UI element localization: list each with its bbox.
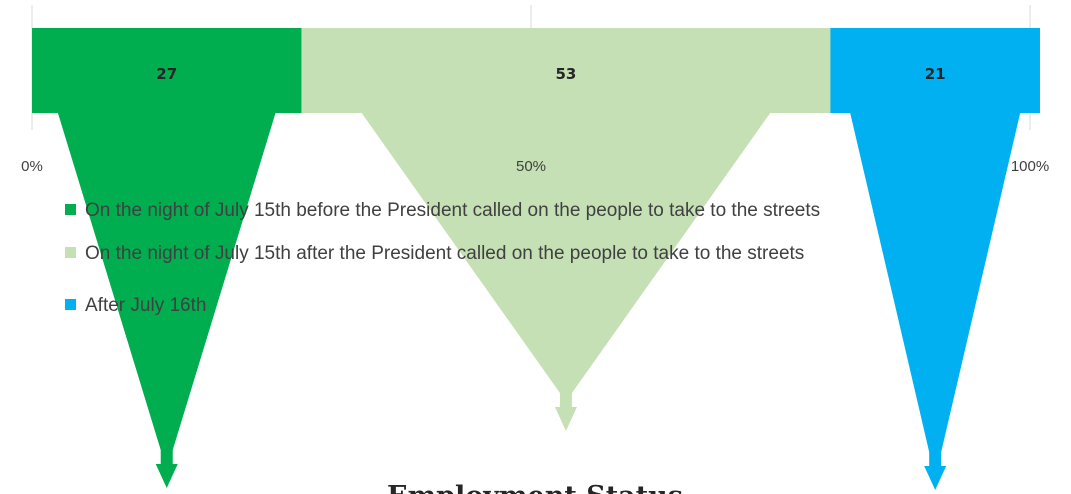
segment-arrow-1 bbox=[301, 28, 831, 431]
segment-arrow-2 bbox=[830, 28, 1040, 490]
legend-swatch-0 bbox=[65, 204, 76, 215]
tick-label-1: 50% bbox=[516, 158, 546, 175]
tick-label-0: 0% bbox=[21, 158, 43, 175]
segment-arrow-0 bbox=[32, 28, 302, 488]
legend-label-0: On the night of July 15th before the Pre… bbox=[85, 200, 820, 221]
legend-label-1: On the night of July 15th after the Pres… bbox=[85, 243, 804, 264]
legend-swatch-2 bbox=[65, 299, 76, 310]
tick-label-2: 100% bbox=[1011, 158, 1049, 175]
bar-segment-1 bbox=[301, 28, 831, 113]
legend-label-2: After July 16th bbox=[85, 295, 206, 316]
legend-swatch-1 bbox=[65, 247, 76, 258]
bar-segment-2 bbox=[830, 28, 1040, 113]
bar-segment-0 bbox=[32, 28, 302, 113]
chart-caption: Employment Status bbox=[387, 481, 683, 494]
data-label-2: 21 bbox=[925, 65, 946, 83]
data-label-1: 53 bbox=[555, 65, 576, 83]
data-label-0: 27 bbox=[156, 65, 177, 83]
